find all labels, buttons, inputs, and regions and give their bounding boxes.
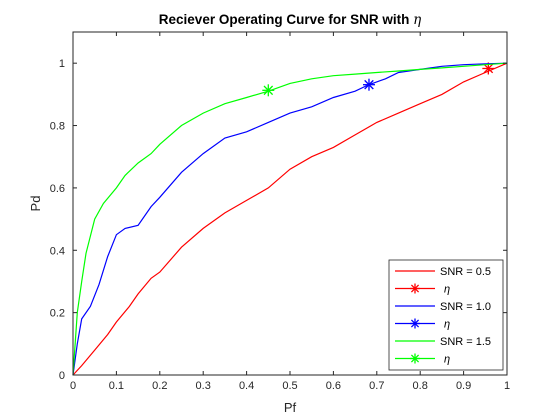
y-axis-label: Pd [28, 196, 43, 212]
y-tick-label: 0.8 [50, 121, 65, 133]
y-tick-label: 1 [59, 58, 65, 70]
x-tick-label: 0.8 [413, 380, 428, 392]
y-tick-label: 0.6 [50, 183, 65, 195]
x-tick-label: 0.5 [282, 380, 297, 392]
series-layer [72, 62, 508, 376]
legend-label-4: SNR = 1.5 [440, 336, 491, 348]
x-tick-label: 0.9 [456, 380, 471, 392]
chart-title-symbol: η [413, 12, 421, 28]
eta-marker-1 [482, 62, 495, 75]
legend: SNR = 0.5 η SNR = 1.0 η SNR = 1.5 η [388, 259, 504, 371]
y-tick-label: 0.2 [50, 308, 65, 320]
series-line-2 [72, 62, 508, 376]
x-tick-label: 0.3 [196, 380, 211, 392]
x-tick-label: 1 [504, 380, 510, 392]
series-line-0 [72, 62, 508, 376]
x-tick-label: 0.1 [109, 380, 124, 392]
x-axis-label: Pf [284, 400, 297, 415]
legend-swatch-marker-1 [410, 283, 420, 294]
legend-box [388, 259, 504, 371]
legend-swatch-marker-3 [410, 318, 420, 329]
series-line-4 [72, 62, 508, 376]
x-tick-label: 0.6 [326, 380, 341, 392]
eta-marker-5 [262, 84, 275, 97]
x-tick-label: 0.7 [369, 380, 384, 392]
y-tick-label: 0 [59, 370, 65, 382]
x-tick-label: 0.2 [152, 380, 167, 392]
chart-title-text: Reciever Operating Curve for SNR with [159, 12, 410, 27]
legend-label-0: SNR = 0.5 [440, 266, 491, 278]
x-tick-label: 0 [70, 380, 76, 392]
legend-label-1: η [444, 284, 450, 296]
legend-label-5: η [444, 354, 450, 366]
chart-title: Reciever Operating Curve for SNR with η [159, 12, 421, 28]
legend-label-2: SNR = 1.0 [440, 301, 491, 313]
x-tick-label: 0.4 [239, 380, 254, 392]
legend-swatch-marker-5 [410, 353, 420, 364]
eta-marker-3 [362, 78, 375, 91]
ticks-layer: 0 0.1 0.2 0.3 0.4 0.5 0.6 0.7 0.8 0.9 1 0 0.2 0.4 0.6 0… [50, 32, 510, 392]
legend-label-3: η [444, 319, 450, 331]
y-tick-label: 0.4 [50, 245, 65, 257]
